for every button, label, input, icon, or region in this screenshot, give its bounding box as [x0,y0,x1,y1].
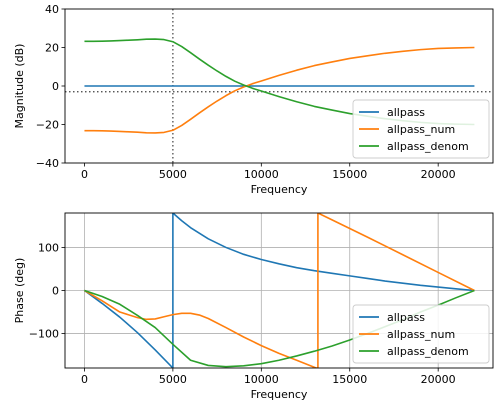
legend-label-allpass_num: allpass_num [387,328,455,341]
y-tick-label: 40 [45,3,59,16]
x-tick-label: 0 [81,373,88,386]
legend-label-allpass_denom: allpass_denom [387,140,469,153]
x-tick-label: 5000 [159,168,187,181]
x-tick-label: 10000 [244,168,279,181]
y-axis-label: Magnitude (dB) [13,44,26,129]
legend-label-allpass: allpass [387,311,425,324]
legend-box [352,304,490,364]
y-tick-label: −100 [29,328,59,341]
series-line-allpass [83,213,475,368]
x-tick-label: 10000 [244,373,279,386]
series-line-allpass_num [84,46,475,134]
x-tick-label: 15000 [332,373,367,386]
legend-box [352,99,490,159]
x-tick-label: 0 [81,168,88,181]
y-tick-label: −40 [36,157,59,170]
series-line-allpass_num [84,213,475,368]
x-tick-label: 15000 [332,168,367,181]
legend: allpass allpass_num allpass_denom [352,99,490,159]
legend-label-allpass_denom: allpass_denom [387,345,469,358]
x-tick-label: 20000 [421,373,456,386]
y-tick-label: 20 [45,42,59,55]
y-tick-label: 0 [52,285,59,298]
legend-label-allpass_num: allpass_num [387,123,455,136]
y-tick-label: 0 [52,80,59,93]
axes-1: 0 5000 10000 15000 20000 −40 −20 0 20 40 Frequency… [13,3,494,196]
legend-label-allpass: allpass [387,106,425,119]
axes-2: 0 5000 10000 15000 20000 −100 0 100 Frequency Pha… [13,212,494,401]
y-tick-label: 100 [38,241,59,254]
x-tick-label: 5000 [159,373,187,386]
legend: allpass allpass_num allpass_denom [352,304,490,364]
y-tick-label: −20 [36,119,59,132]
y-axis-label: Phase (deg) [13,258,26,324]
x-axis-label: Frequency [251,388,308,401]
x-tick-label: 20000 [421,168,456,181]
x-axis-label: Frequency [251,183,308,196]
